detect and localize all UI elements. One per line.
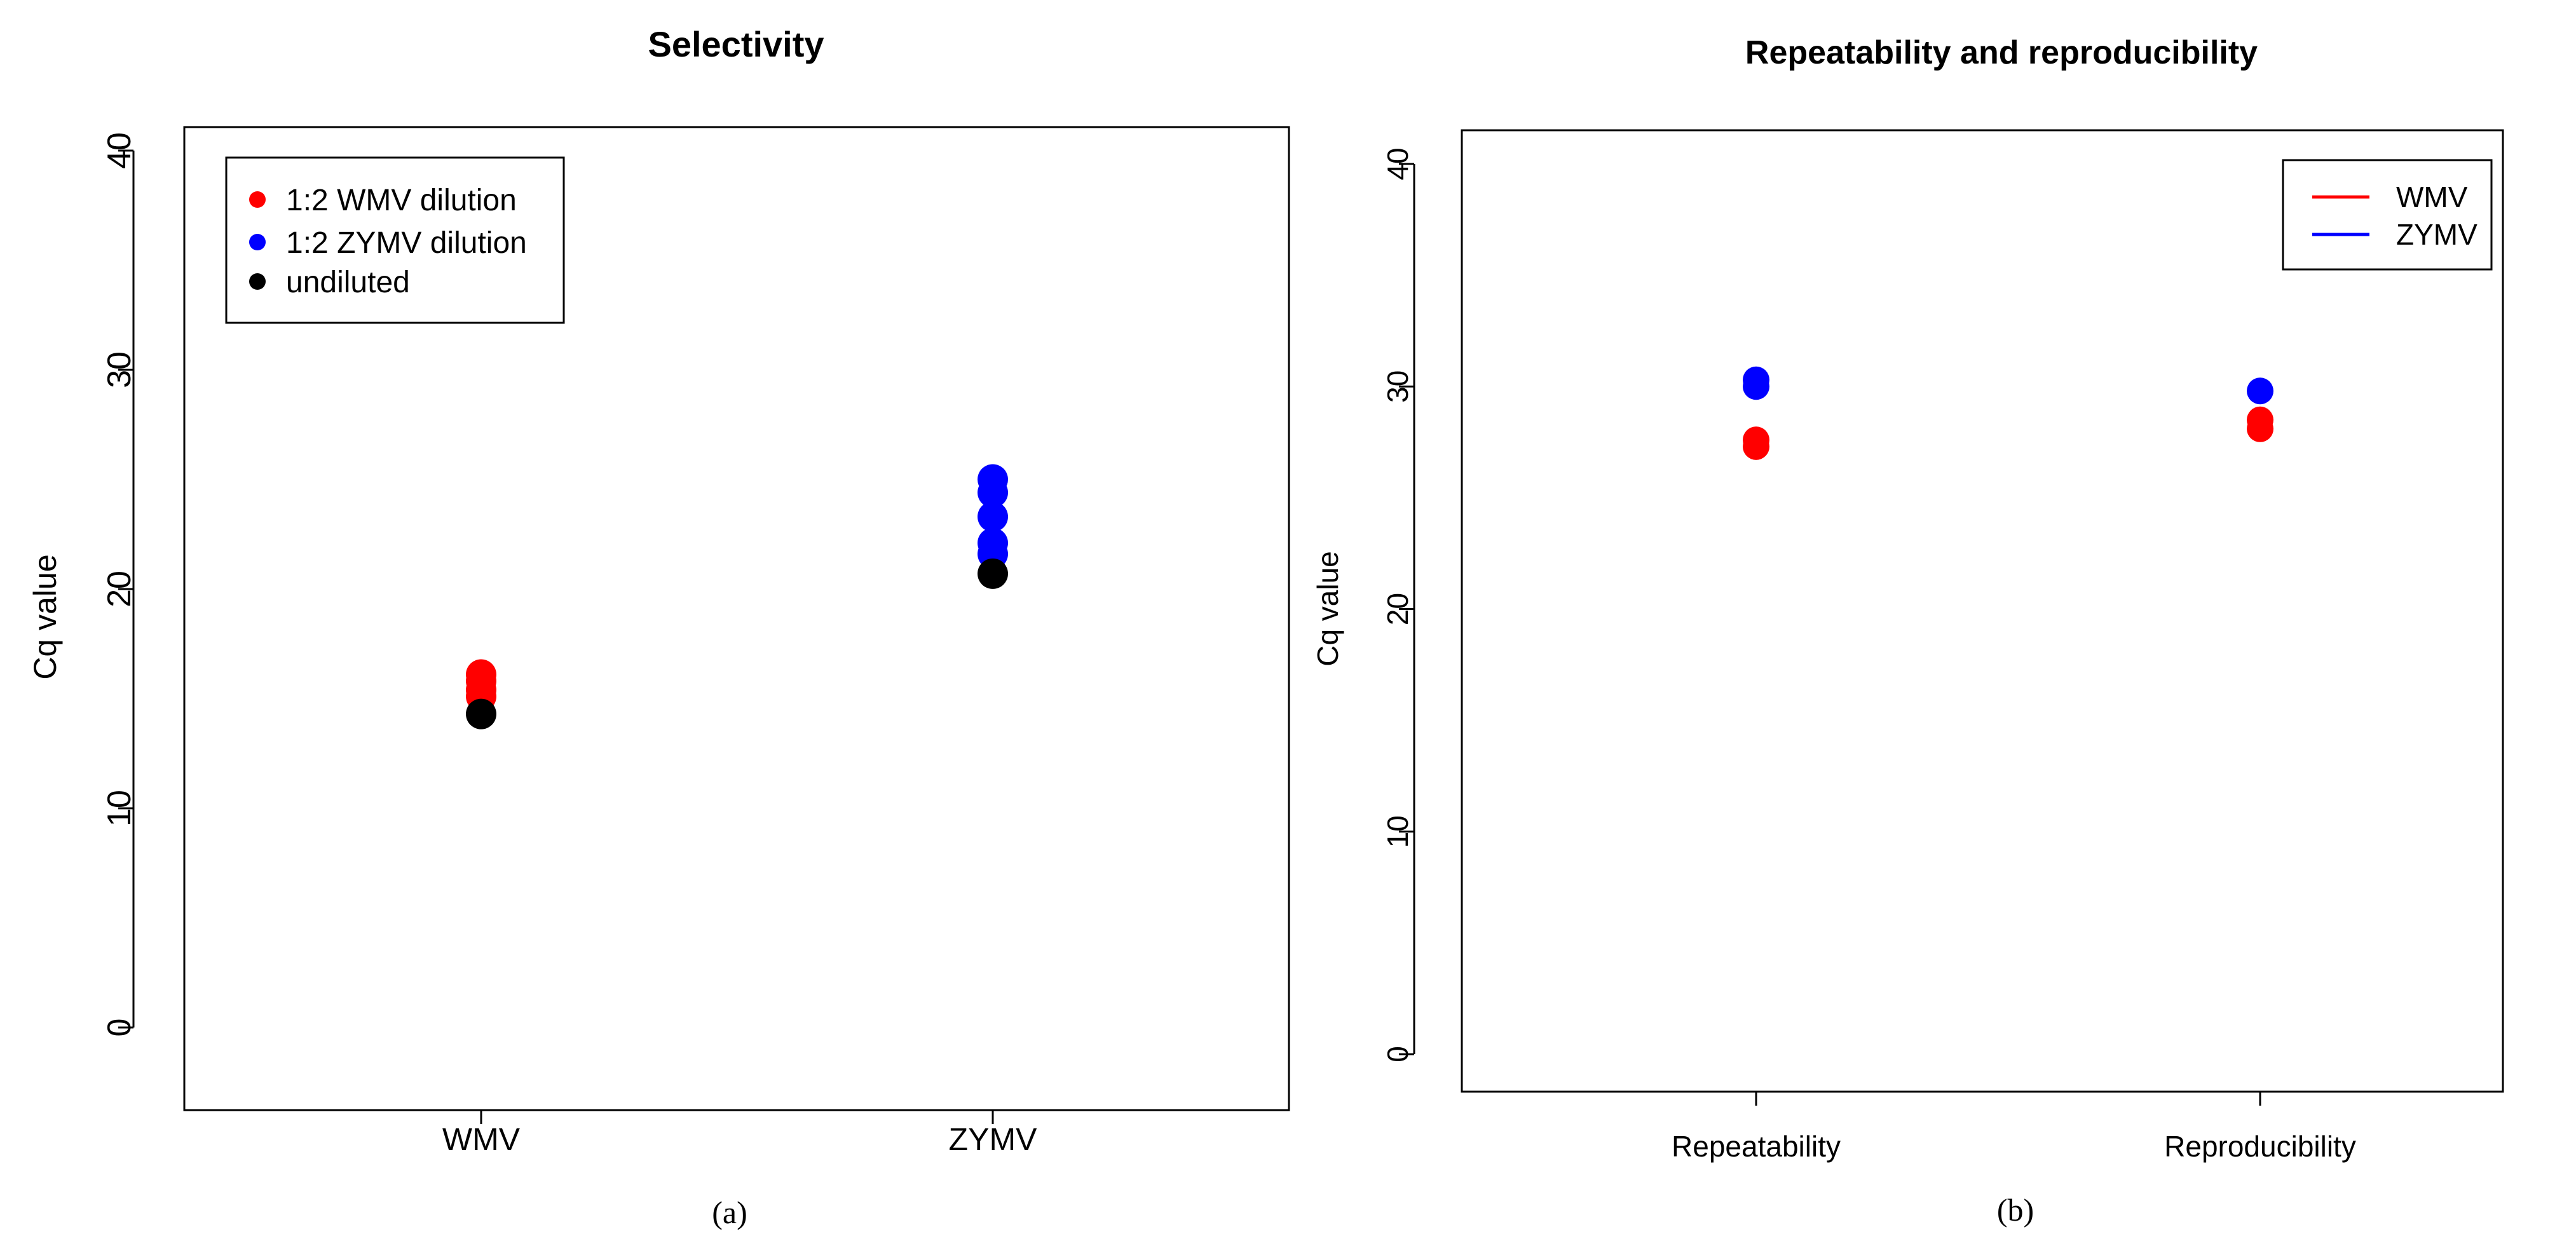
selectivity-x-tick-label-wmv: WMV: [442, 1122, 521, 1157]
repeatability-point-zymv-repeatability-1: [1743, 373, 1769, 400]
repeatability-y-tick-label-20: 20: [1381, 593, 1414, 625]
selectivity-plot-frame: [183, 126, 1290, 1111]
legend-undiluted-label: undiluted: [286, 266, 410, 299]
selectivity-point-1-2-zymv-dilution-zymv-2: [978, 501, 1008, 532]
repeatability-data-points: [1743, 366, 2273, 460]
repeatability-point-zymv-reproducibility-0: [2247, 377, 2273, 405]
repeatability-point-wmv-reproducibility-1: [2247, 415, 2273, 442]
repeatability-x-tick-label-reproducibility: Reproducibility: [2164, 1130, 2356, 1163]
caption-a: (a): [712, 1195, 747, 1230]
selectivity-x-tick-label-zymv: ZYMV: [949, 1122, 1038, 1157]
selectivity-y-axis: 0 10 20 30 40: [101, 132, 138, 1036]
repeatability-panel: Repeatability and reproducibility 0 10 20 3…: [1311, 34, 2504, 1228]
selectivity-legend-box: [225, 156, 565, 324]
selectivity-x-axis: WMV ZYMV: [442, 1110, 1037, 1157]
selectivity-point-undiluted-wmv-0: [466, 698, 496, 729]
repeatability-y-tick-label-0: 0: [1381, 1046, 1414, 1062]
repeatability-legend-box: [2282, 159, 2493, 271]
selectivity-y-tick-label-30: 30: [101, 351, 138, 388]
caption-b: (b): [1997, 1192, 2034, 1228]
selectivity-y-tick-label-0: 0: [101, 1019, 138, 1037]
selectivity-y-tick-label-10: 10: [101, 790, 138, 827]
selectivity-data-points: [466, 464, 1008, 729]
selectivity-title: Selectivity: [648, 24, 824, 64]
repeatability-point-wmv-repeatability-1: [1743, 433, 1769, 460]
repeatability-y-tick-label-10: 10: [1381, 815, 1414, 848]
repeatability-title: Repeatability and reproducibility: [1745, 34, 2258, 71]
repeatability-x-axis: Repeatability Reproducibility: [1672, 1092, 2356, 1163]
selectivity-y-tick-label-40: 40: [101, 132, 138, 169]
repeatability-y-tick-label-40: 40: [1381, 147, 1414, 180]
selectivity-point-1-2-zymv-dilution-zymv-1: [978, 477, 1008, 508]
selectivity-point-undiluted-zymv-0: [978, 558, 1008, 589]
repeatability-y-axis-label: Cq value: [1311, 551, 1344, 667]
repeatability-y-axis: 0 10 20 30 40: [1381, 147, 1415, 1062]
legend-undiluted-marker: [249, 273, 266, 290]
legend-wmv-label: WMV: [2396, 180, 2468, 214]
legend-wmv-dilution-label: 1:2 WMV dilution: [286, 184, 517, 217]
selectivity-panel: Selectivity 0 10 20 30 40 WMV ZYMV Cq value 1…: [27, 24, 1290, 1230]
selectivity-y-tick-label-20: 20: [101, 571, 138, 607]
repeatability-legend: WMV ZYMV: [2282, 159, 2493, 271]
legend-zymv-label: ZYMV: [2396, 218, 2477, 251]
repeatability-plot-frame: [1461, 129, 2504, 1093]
selectivity-legend: 1:2 WMV dilution 1:2 ZYMV dilution undil…: [225, 156, 565, 324]
repeatability-x-tick-label-repeatability: Repeatability: [1672, 1130, 1841, 1163]
repeatability-y-tick-label-30: 30: [1381, 370, 1414, 403]
legend-zymv-dilution-marker: [249, 234, 266, 250]
legend-wmv-dilution-marker: [249, 191, 266, 208]
legend-zymv-dilution-label: 1:2 ZYMV dilution: [286, 226, 527, 260]
selectivity-y-axis-label: Cq value: [27, 554, 63, 679]
